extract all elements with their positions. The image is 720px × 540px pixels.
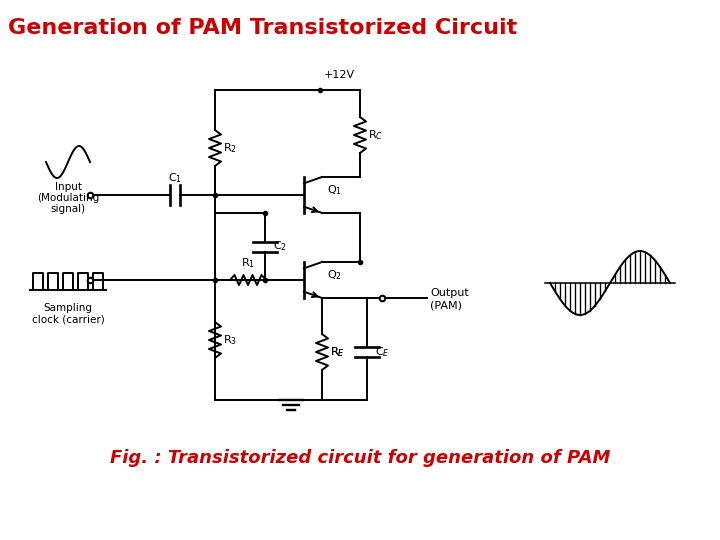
- Text: Input: Input: [55, 182, 81, 192]
- Text: Fig. : Transistorized circuit for generation of PAM: Fig. : Transistorized circuit for genera…: [110, 449, 610, 467]
- Text: (Modulating: (Modulating: [37, 193, 99, 203]
- Text: Q$_1$: Q$_1$: [327, 183, 342, 197]
- Text: signal): signal): [50, 204, 86, 214]
- Text: C$_E$: C$_E$: [375, 345, 390, 359]
- Text: clock (carrier): clock (carrier): [32, 314, 104, 324]
- Text: R$_C$: R$_C$: [368, 128, 383, 142]
- Text: Generation of PAM Transistorized Circuit: Generation of PAM Transistorized Circuit: [8, 18, 517, 38]
- Text: R$_2$: R$_2$: [223, 141, 237, 155]
- Text: Q$_2$: Q$_2$: [327, 268, 342, 282]
- Text: R$_1$: R$_1$: [241, 256, 255, 270]
- Text: C$_1$: C$_1$: [168, 171, 182, 185]
- Text: (PAM): (PAM): [430, 301, 462, 311]
- Text: +12V: +12V: [324, 70, 355, 80]
- Text: C$_2$: C$_2$: [273, 240, 287, 253]
- Text: Sampling: Sampling: [43, 303, 92, 313]
- Text: R$_3$: R$_3$: [223, 333, 237, 347]
- Text: R$_E$: R$_E$: [330, 345, 345, 359]
- Text: Output: Output: [430, 288, 469, 298]
- Text: R$_E$: R$_E$: [330, 345, 345, 359]
